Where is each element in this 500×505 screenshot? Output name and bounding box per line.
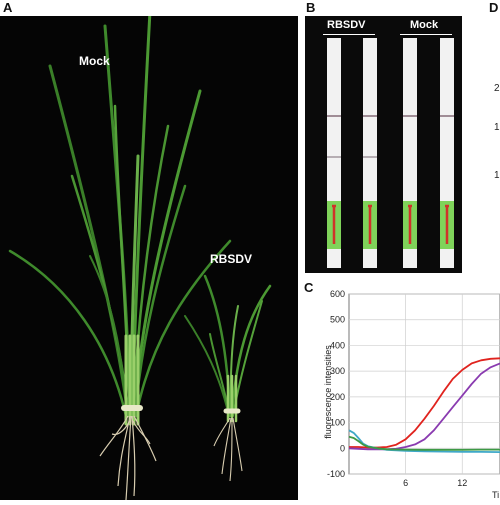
- mock-plant-roots: [99, 415, 157, 501]
- rbsdv-bracket: [323, 34, 375, 35]
- series-line-2: [348, 362, 500, 451]
- mock-bracket: [400, 34, 452, 35]
- panel-d-tick-label: 2: [494, 83, 500, 94]
- y-axis-label: fluorescence intensities: [323, 345, 333, 439]
- y-tick-label: 200: [330, 392, 345, 402]
- x-tick-label: 12: [457, 478, 467, 488]
- panel-d-tick-label: 1: [494, 122, 500, 133]
- fluorescence-chart: 600 500 400 300 200 100 0 -100 6 12 fluorescence…: [323, 289, 500, 500]
- test-strips: [327, 38, 454, 268]
- test-strip: [440, 38, 454, 268]
- fluorescence-chart-panel: 600 500 400 300 200 100 0 -100 6 12 fluorescence…: [302, 280, 500, 500]
- panel-d-tick-label: 1: [494, 170, 500, 181]
- test-strip: [403, 38, 417, 268]
- y-tick-label: 0: [340, 443, 345, 453]
- y-tick-label: 500: [330, 315, 345, 325]
- y-tick-label: 100: [330, 418, 345, 428]
- rbsdv-plant-roots: [213, 417, 243, 482]
- test-strip: [363, 38, 377, 268]
- panel-b-letter: B: [306, 0, 316, 15]
- rbsdv-plant-label: RBSDV: [210, 252, 253, 266]
- panel-c-letter: C: [304, 280, 314, 295]
- plant-photo-panel: Mock RBSDV: [0, 9, 298, 501]
- rbsdv-strips-label: RBSDV: [327, 19, 366, 31]
- rbsdv-plant: [184, 274, 272, 423]
- panel-d-letter: D: [489, 0, 499, 15]
- y-tick-label: 300: [330, 366, 345, 376]
- series-line-4: [348, 435, 500, 451]
- x-tick-label: 6: [403, 478, 408, 488]
- panel-a-letter: A: [3, 0, 13, 15]
- y-tick-label: 600: [330, 289, 345, 299]
- mock-strips-label: Mock: [410, 19, 439, 31]
- plot-area: [348, 293, 500, 475]
- y-tick-label: -100: [327, 469, 345, 479]
- plant-photo: [8, 9, 272, 501]
- mock-plant-label: Mock: [79, 54, 110, 68]
- x-axis-label: Ti: [492, 490, 499, 500]
- mock-plant: [8, 9, 232, 426]
- test-strip-panel: RBSDV Mock: [305, 16, 462, 273]
- y-tick-label: 400: [330, 340, 345, 350]
- test-strip: [327, 38, 341, 268]
